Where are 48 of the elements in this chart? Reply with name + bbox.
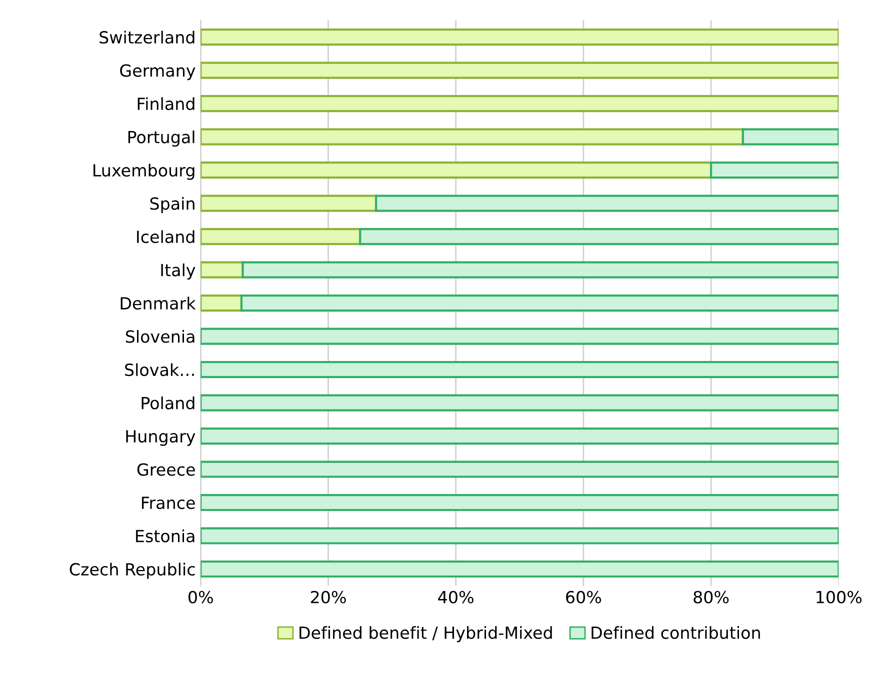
x-tick-label: 40% bbox=[438, 590, 474, 604]
y-tick-label: Germany bbox=[120, 64, 196, 80]
bar bbox=[200, 328, 839, 345]
bar bbox=[200, 460, 839, 478]
bar bbox=[375, 194, 839, 212]
x-tick-label: 100% bbox=[816, 590, 862, 604]
x-tick-label: 20% bbox=[310, 590, 346, 604]
bar bbox=[200, 494, 839, 512]
y-tick-label: Switzerland bbox=[100, 30, 194, 44]
bar bbox=[200, 128, 744, 146]
bar bbox=[200, 95, 839, 112]
y-tick-label: Slovenia bbox=[126, 330, 194, 343]
bar bbox=[242, 261, 839, 278]
y-tick-label: Luxembourg bbox=[94, 164, 194, 180]
x-tick-label: 60% bbox=[566, 590, 602, 604]
x-tick-label: 80% bbox=[694, 590, 729, 604]
bar bbox=[200, 361, 839, 378]
x-tick-label: 0% bbox=[188, 590, 213, 604]
bar bbox=[200, 261, 244, 278]
bar bbox=[200, 294, 243, 312]
bar bbox=[200, 194, 378, 212]
y-tick-label: Portugal bbox=[128, 130, 194, 147]
bar bbox=[200, 228, 362, 246]
bar bbox=[200, 527, 839, 544]
bar bbox=[742, 128, 839, 146]
y-tick-label: Italy bbox=[161, 263, 196, 280]
y-tick-label: Finland bbox=[138, 97, 194, 110]
y-tick-label: Iceland bbox=[137, 230, 194, 244]
y-tick-label: Estonia bbox=[136, 529, 194, 542]
y-tick-label: Poland bbox=[142, 396, 194, 410]
bar bbox=[200, 560, 839, 578]
y-tick-label: Czech Republic bbox=[70, 562, 195, 579]
bar bbox=[710, 162, 839, 179]
bar bbox=[240, 294, 839, 312]
bar bbox=[359, 228, 839, 246]
y-tick-label: Slovak… bbox=[125, 363, 194, 376]
bar bbox=[200, 28, 839, 46]
legend-label: Defined benefit / Hybrid-Mixed bbox=[300, 626, 552, 642]
y-tick-label: Greece bbox=[137, 463, 195, 476]
y-tick-label: France bbox=[142, 496, 195, 510]
bar bbox=[200, 394, 839, 412]
y-tick-label: Spain bbox=[150, 196, 194, 214]
y-tick-label: Hungary bbox=[126, 430, 196, 446]
legend-label: Defined contribution bbox=[592, 626, 760, 639]
bar bbox=[200, 428, 839, 445]
y-tick-label: Denmark bbox=[120, 296, 196, 310]
bar bbox=[200, 62, 839, 79]
bar bbox=[200, 162, 712, 179]
